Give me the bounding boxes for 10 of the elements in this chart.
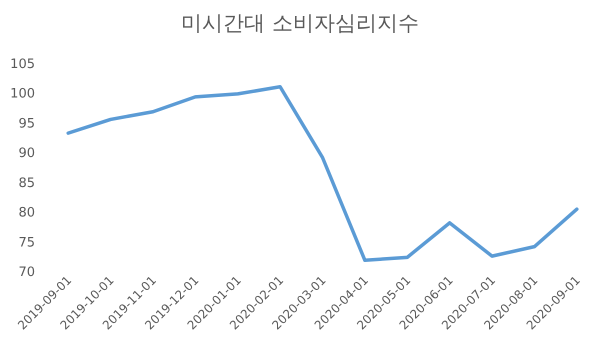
y-tick-label: 80 [18,206,35,221]
y-tick-label: 70 [18,265,35,280]
y-tick-label: 95 [18,116,35,132]
y-tick-label: 85 [18,176,35,191]
y-tick-label: 100 [10,86,35,102]
y-tick-label: 105 [10,57,35,72]
y-tick-label: 75 [18,235,35,250]
line-series [66,85,579,262]
chart-title: 미시간대 소비자심리지수 [181,11,419,35]
y-tick-label: 90 [18,146,35,162]
